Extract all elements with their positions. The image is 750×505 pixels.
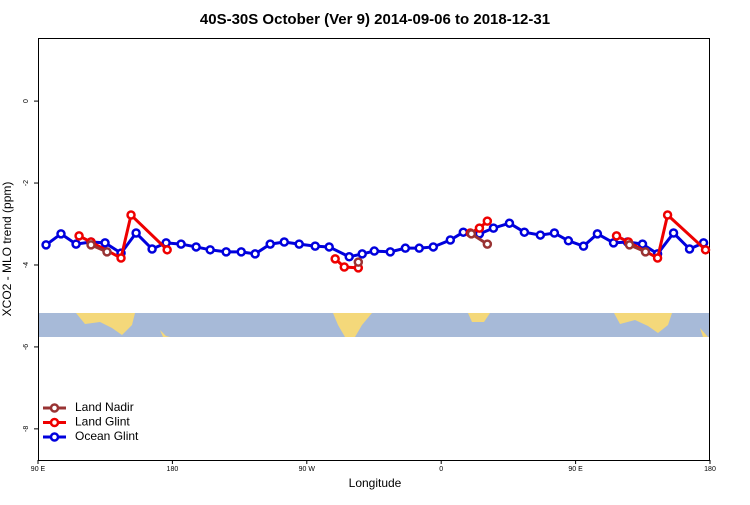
- y-tick-label: -8: [23, 426, 30, 432]
- point: [357, 249, 367, 259]
- point: [176, 239, 186, 249]
- y-tick-label: 0: [23, 99, 30, 103]
- chart-title: 40S-30S October (Ver 9) 2014-09-06 to 20…: [200, 11, 550, 28]
- point: [652, 253, 663, 263]
- point: [344, 252, 354, 262]
- point: [116, 253, 126, 263]
- point: [56, 229, 66, 239]
- x-tick-label: 180: [704, 466, 716, 473]
- point: [563, 236, 574, 246]
- legend-marker: [49, 417, 60, 428]
- point: [414, 243, 424, 253]
- point: [700, 245, 711, 255]
- legend-label: Land Nadir: [75, 400, 134, 414]
- point: [549, 228, 560, 238]
- legend-label: Land Glint: [75, 415, 130, 429]
- point: [385, 247, 396, 257]
- point: [279, 237, 290, 247]
- point: [400, 243, 411, 253]
- x-tick-label: 0: [439, 466, 443, 473]
- legend-marker: [49, 432, 60, 442]
- point: [126, 210, 136, 220]
- point: [330, 254, 340, 264]
- point: [474, 223, 485, 233]
- point: [519, 227, 530, 237]
- y-axis-label: XCO2 - MLO trend (ppm): [0, 182, 14, 317]
- point: [662, 210, 673, 220]
- point: [684, 244, 695, 254]
- point: [482, 216, 493, 226]
- point: [611, 231, 622, 241]
- x-tick-label: 90 E: [31, 466, 46, 473]
- point: [102, 247, 112, 257]
- point: [668, 228, 679, 238]
- point: [578, 241, 589, 251]
- x-tick-label: 180: [167, 466, 179, 473]
- point: [445, 235, 456, 245]
- point: [265, 239, 275, 249]
- point: [592, 229, 603, 239]
- point: [131, 228, 141, 238]
- point: [624, 240, 635, 250]
- x-tick-label: 90 W: [299, 466, 316, 473]
- legend-marker: [49, 403, 60, 413]
- point: [488, 223, 499, 233]
- point: [221, 247, 231, 257]
- point: [41, 240, 51, 250]
- y-tick-label: -4: [23, 262, 30, 268]
- point: [86, 240, 96, 250]
- point: [339, 262, 350, 272]
- x-tick-label: 90 E: [568, 466, 583, 473]
- point: [147, 244, 157, 254]
- point: [466, 229, 477, 239]
- legend-label: Ocean Glint: [75, 429, 139, 443]
- point: [71, 239, 81, 249]
- point: [191, 242, 201, 252]
- point: [310, 241, 320, 251]
- point: [369, 246, 380, 256]
- point: [162, 245, 172, 255]
- point: [535, 230, 546, 240]
- point: [428, 242, 439, 252]
- y-tick-label: -6: [23, 344, 30, 350]
- point: [236, 247, 246, 257]
- x-axis-label: Longitude: [349, 476, 402, 490]
- point: [294, 239, 304, 249]
- point: [205, 245, 215, 255]
- point: [504, 218, 515, 228]
- point: [324, 242, 334, 252]
- point: [640, 247, 651, 257]
- point: [353, 257, 364, 267]
- point: [637, 239, 648, 249]
- point: [74, 231, 84, 241]
- point: [482, 239, 493, 249]
- y-tick-label: -2: [23, 180, 30, 186]
- point: [250, 249, 260, 259]
- point: [100, 238, 110, 248]
- map-strip: [39, 313, 710, 337]
